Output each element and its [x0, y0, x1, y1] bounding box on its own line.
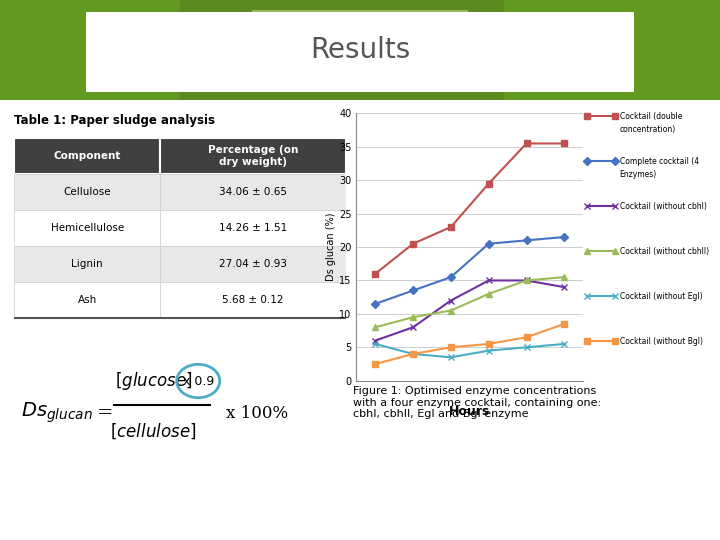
Bar — [160, 210, 346, 246]
Cocktail (without BgI) — [446, 344, 455, 350]
Cocktail (double
concentration) — [409, 240, 418, 247]
Y-axis label: Ds glucan (%): Ds glucan (%) — [326, 213, 336, 281]
Cocktail (double
concentration) — [560, 140, 569, 147]
Line: Cocktail (without BgI): Cocktail (without BgI) — [372, 321, 567, 367]
Cocktail (double
concentration) — [371, 271, 379, 277]
Text: Enzymes): Enzymes) — [619, 170, 657, 179]
Line: Cocktail (without cbhII): Cocktail (without cbhII) — [372, 274, 567, 330]
Cocktail (without cbhII) — [522, 277, 531, 284]
FancyBboxPatch shape — [86, 12, 634, 92]
Cocktail (without cbhII) — [446, 307, 455, 314]
Text: Cocktail (without cbhII): Cocktail (without cbhII) — [619, 247, 708, 256]
Complete cocktail (4
Enzymes) — [485, 240, 493, 247]
Text: Results: Results — [310, 36, 410, 64]
Cocktail (without EgI) — [446, 354, 455, 361]
Line: Cocktail (double
concentration): Cocktail (double concentration) — [372, 141, 567, 276]
Bar — [504, 0, 720, 100]
Cocktail (without EgI) — [371, 341, 379, 347]
Text: $\mathit{[cellulose]}$: $\mathit{[cellulose]}$ — [110, 421, 197, 441]
Complete cocktail (4
Enzymes) — [446, 274, 455, 280]
Text: Cocktail (double: Cocktail (double — [619, 112, 682, 121]
Text: =: = — [97, 404, 114, 422]
Text: $\mathit{Ds_{glucan}}$: $\mathit{Ds_{glucan}}$ — [21, 401, 93, 426]
Bar — [160, 282, 346, 318]
Line: Cocktail (without cbhI): Cocktail (without cbhI) — [372, 278, 567, 343]
Cocktail (without BgI) — [485, 341, 493, 347]
Bar — [288, 15, 432, 85]
Text: x 0.9: x 0.9 — [183, 375, 214, 388]
Bar — [252, 10, 468, 90]
Text: Ash: Ash — [78, 295, 97, 305]
Text: 14.26 ± 1.51: 14.26 ± 1.51 — [219, 223, 287, 233]
Text: 27.04 ± 0.93: 27.04 ± 0.93 — [219, 259, 287, 269]
Cocktail (without cbhII) — [485, 291, 493, 297]
Text: Cocktail (without EgI): Cocktail (without EgI) — [619, 292, 702, 301]
Text: Lignin: Lignin — [71, 259, 103, 269]
Cocktail (double
concentration) — [485, 180, 493, 187]
Text: Cocktail (without cbhI): Cocktail (without cbhI) — [619, 202, 706, 211]
Cocktail (without cbhI) — [522, 277, 531, 284]
Complete cocktail (4
Enzymes) — [522, 237, 531, 244]
Bar — [14, 282, 160, 318]
Cocktail (without cbhII) — [371, 324, 379, 330]
Cocktail (without cbhI) — [371, 338, 379, 344]
Bar — [14, 138, 160, 174]
Cocktail (without cbhII) — [409, 314, 418, 320]
Cocktail (without BgI) — [560, 321, 569, 327]
Cocktail (without cbhI) — [485, 277, 493, 284]
Cocktail (without cbhI) — [560, 284, 569, 291]
Cocktail (without cbhI) — [446, 297, 455, 303]
Cocktail (without BgI) — [409, 351, 418, 357]
Text: Component: Component — [53, 151, 121, 161]
Cocktail (without EgI) — [485, 347, 493, 354]
Text: 5.68 ± 0.12: 5.68 ± 0.12 — [222, 295, 284, 305]
Cocktail (without BgI) — [522, 334, 531, 341]
Bar — [160, 174, 346, 210]
Text: x 100%: x 100% — [226, 404, 289, 422]
Complete cocktail (4
Enzymes) — [560, 234, 569, 240]
Text: 34.06 ± 0.65: 34.06 ± 0.65 — [219, 187, 287, 197]
Bar — [14, 174, 160, 210]
Bar — [0, 0, 180, 100]
Text: Complete cocktail (4: Complete cocktail (4 — [619, 157, 698, 166]
Cocktail (double
concentration) — [522, 140, 531, 147]
Text: Figure 1: Optimised enzyme concentrations
with a four enzyme cocktail, containin: Figure 1: Optimised enzyme concentration… — [353, 386, 601, 419]
Cocktail (without EgI) — [560, 341, 569, 347]
Cocktail (without BgI) — [371, 361, 379, 367]
Text: Hours: Hours — [449, 405, 490, 418]
Bar — [160, 246, 346, 282]
Text: Hemicellulose: Hemicellulose — [50, 223, 124, 233]
Bar — [14, 210, 160, 246]
Text: Percentage (on
dry weight): Percentage (on dry weight) — [207, 145, 298, 167]
Cocktail (without cbhI) — [409, 324, 418, 330]
Text: Cocktail (without BgI): Cocktail (without BgI) — [619, 336, 703, 346]
Cocktail (without EgI) — [522, 344, 531, 350]
Text: Cellulose: Cellulose — [63, 187, 111, 197]
Cocktail (without cbhII) — [560, 274, 569, 280]
Line: Cocktail (without EgI): Cocktail (without EgI) — [372, 341, 567, 360]
Bar — [160, 138, 346, 174]
Text: $\mathit{[glucose]}$: $\mathit{[glucose]}$ — [114, 370, 192, 392]
Text: Table 1: Paper sludge analysis: Table 1: Paper sludge analysis — [14, 114, 215, 127]
Text: concentration): concentration) — [619, 125, 676, 134]
Complete cocktail (4
Enzymes) — [371, 301, 379, 307]
Line: Complete cocktail (4
Enzymes): Complete cocktail (4 Enzymes) — [372, 234, 567, 307]
Cocktail (without EgI) — [409, 351, 418, 357]
Bar — [14, 246, 160, 282]
Cocktail (double
concentration) — [446, 224, 455, 230]
Complete cocktail (4
Enzymes) — [409, 287, 418, 294]
